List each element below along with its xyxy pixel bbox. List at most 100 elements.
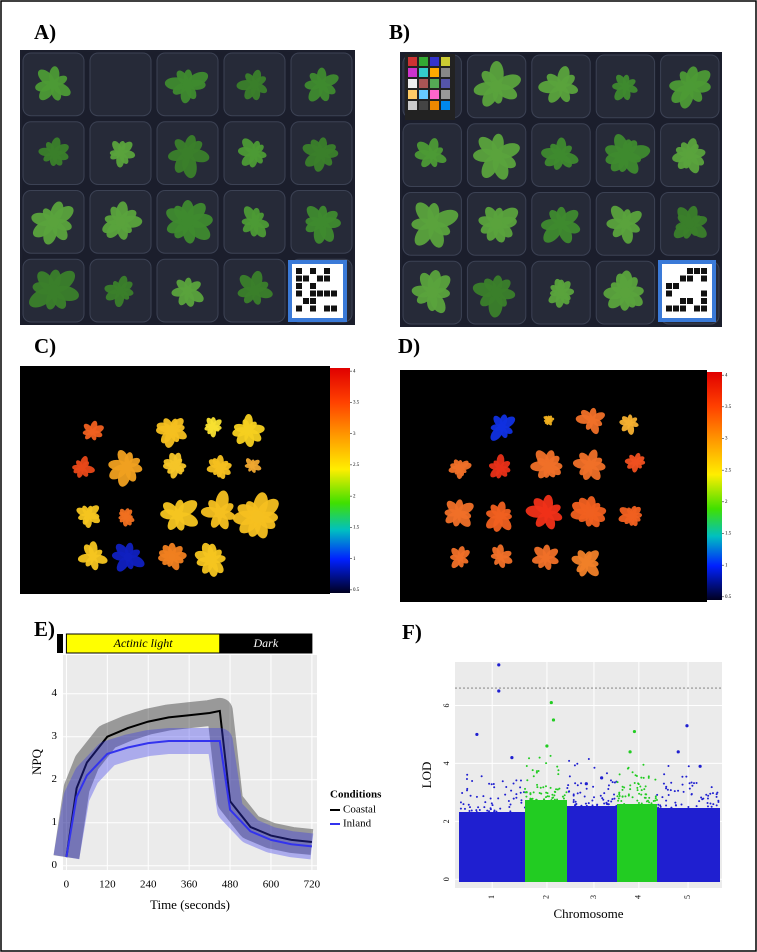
snp-point [538,756,541,759]
leaf-center [683,80,696,93]
color-patch [441,57,450,66]
y-tick-label: 4 [52,687,58,699]
snp-point [607,799,610,802]
snp-point [640,776,643,779]
snp-point [709,802,712,805]
colorbar-tick-label: 1.5 [353,526,360,531]
snp-point [552,796,555,799]
leaf-center [427,150,437,160]
snp-point [711,792,714,795]
snp-point [505,785,508,788]
colorbar-tick-label: 4 [353,369,356,374]
snp-point [495,810,498,813]
snp-point [659,804,662,807]
snp-point [605,772,608,775]
snp-point [603,792,606,795]
leaf-center [316,216,327,227]
snp-point [482,795,485,798]
colorbar-tick-label: 2 [353,494,356,499]
snp-point [535,770,538,773]
leaf-center [316,79,327,90]
leaf-center [167,425,177,435]
snp-point [706,805,709,808]
x-tick-label: 1 [487,895,496,899]
snp-point [644,785,647,788]
qr-module [317,275,323,282]
snp-point [707,794,710,797]
snp-point [548,795,551,798]
snp-point [674,804,677,807]
leaf-center [172,462,180,470]
snp-point [466,789,469,792]
qr-module [296,290,302,297]
colorbar-tick-label: 2.5 [353,463,360,468]
color-patch [430,68,439,77]
peak-point [475,732,479,737]
leaf-center [182,286,193,296]
leaf-center [47,284,60,298]
leaf-center [316,147,327,159]
snp-point [593,796,596,799]
phase-bar [219,633,313,654]
snp-point [554,791,557,794]
panel-label: D) [398,334,420,358]
snp-point [709,792,712,795]
series-line [65,709,313,858]
snp-point [690,781,693,784]
peak-point [584,782,588,786]
snp-point [526,779,529,782]
qr-module [701,290,707,297]
qr-module [701,275,707,282]
snp-point [515,793,518,796]
series-line [65,740,313,858]
peak-point [632,729,637,734]
color-patch [430,79,439,88]
qr-module [310,290,316,297]
snp-point [607,784,610,787]
snp-point [489,797,492,800]
snp-point [640,802,643,805]
snp-point [561,795,564,798]
legend-label: Coastal [343,804,376,816]
snp-point [574,800,577,803]
snp-point [647,776,650,779]
snp-point [488,810,491,813]
leaf-center [123,514,129,520]
snp-point [545,762,548,765]
plant-photos [20,50,722,327]
qr-module [331,305,337,312]
snp-point [717,800,720,803]
snp-point [618,773,621,776]
qr-module [324,275,330,282]
leaf-center [496,553,504,561]
snp-point [528,757,531,760]
x-tick-label: 480 [222,879,239,891]
color-patch [419,101,428,110]
colorbar-tick-label: 0.5 [353,588,360,593]
panel-label: C) [34,334,56,358]
snp-point [603,802,606,805]
snp-point [706,797,709,800]
leaf-center [249,463,255,469]
snp-point [576,762,579,765]
colorbar-tick-label: 3.5 [725,405,732,410]
leaf-center [490,286,503,299]
snp-point [573,764,576,767]
snp-point [466,787,469,790]
y-tick-label: 0 [442,877,451,881]
snp-point [576,792,579,795]
leaf-center [496,512,504,520]
leaf-center [48,79,59,90]
x-tick-label: 0 [64,879,70,891]
qr-module [324,290,330,297]
snp-point [629,784,632,787]
peak-point [497,689,501,693]
snp-point [712,803,715,806]
snp-point [644,793,647,796]
snp-point [685,775,688,778]
snp-point [680,803,683,806]
snp-point [633,781,636,784]
snp-point [623,802,626,805]
snp-point [471,779,474,782]
snp-point [499,807,502,810]
